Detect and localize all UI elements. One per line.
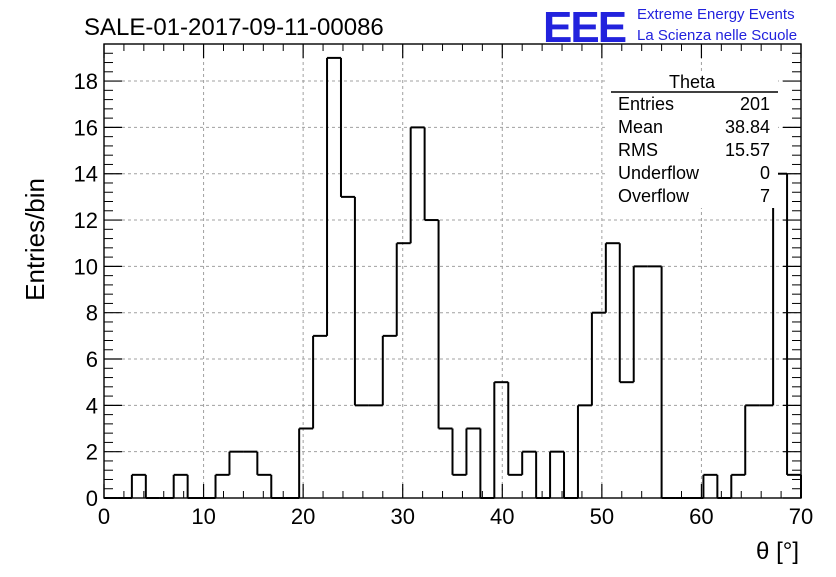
x-tick-label: 30 — [390, 504, 414, 529]
project-name-line2: La Scienza nelle Scuole — [637, 27, 797, 44]
x-tick-label: 40 — [490, 504, 514, 529]
stats-underflow-value: 0 — [760, 163, 770, 183]
x-tick-label: 20 — [291, 504, 315, 529]
stats-box-title: Theta — [669, 72, 716, 92]
stats-overflow-value: 7 — [760, 186, 770, 206]
y-tick-label: 14 — [74, 162, 98, 187]
stats-entries-label: Entries — [618, 94, 674, 114]
y-tick-label: 16 — [74, 115, 98, 140]
stats-rms-value: 15.57 — [725, 140, 770, 160]
stats-underflow-label: Underflow — [618, 163, 700, 183]
y-tick-label: 8 — [86, 301, 98, 326]
x-tick-label: 70 — [789, 504, 813, 529]
plot-frame — [103, 43, 802, 499]
grid-lines — [104, 44, 801, 498]
x-tick-label: 10 — [191, 504, 215, 529]
y-tick-label: 4 — [86, 393, 98, 418]
x-tick-label: 0 — [98, 504, 110, 529]
y-tick-label: 0 — [86, 486, 98, 511]
stats-overflow-label: Overflow — [618, 186, 690, 206]
stats-mean-value: 38.84 — [725, 117, 770, 137]
x-tick-label: 50 — [590, 504, 614, 529]
stats-entries-value: 201 — [740, 94, 770, 114]
stats-mean-label: Mean — [618, 117, 663, 137]
chart-title: SALE-01-2017-09-11-00086 — [84, 14, 384, 41]
y-tick-label: 2 — [86, 440, 98, 465]
x-tick-label: 60 — [689, 504, 713, 529]
stats-rms-label: RMS — [618, 140, 658, 160]
stats-box-background — [608, 74, 778, 208]
histogram-series — [104, 56, 802, 499]
project-name-line1: Extreme Energy Events — [637, 6, 795, 23]
y-tick-label: 6 — [86, 347, 98, 372]
y-tick-label: 10 — [74, 254, 98, 279]
stats-box: Theta Entries 201 Mean 38.84 RMS 15.57 U… — [608, 72, 778, 208]
y-tick-label: 18 — [74, 69, 98, 94]
x-axis-label: θ [°] — [756, 538, 799, 565]
y-tick-label: 12 — [74, 208, 98, 233]
eee-logo: EEE — [543, 3, 626, 52]
y-axis-label: Entries/bin — [20, 178, 50, 301]
